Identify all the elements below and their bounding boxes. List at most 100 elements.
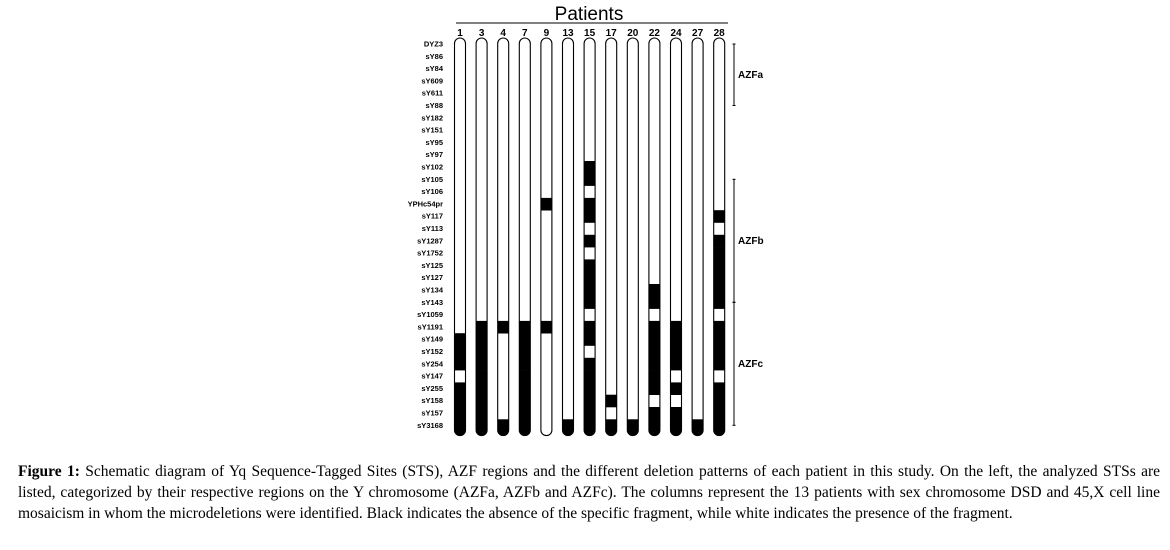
patient-label: 20	[627, 28, 639, 39]
patient-column: 20	[626, 28, 639, 437]
column-body	[627, 38, 639, 436]
column-outline	[497, 37, 510, 437]
marker-label: sY95	[425, 138, 443, 147]
deleted-segment	[454, 382, 466, 395]
deleted-segment	[648, 333, 660, 346]
marker-label: sY127	[421, 273, 443, 282]
deleted-segment	[476, 320, 488, 334]
marker-label: sY609	[421, 76, 443, 85]
patient-column: 15	[583, 28, 596, 437]
deleted-segment	[713, 234, 725, 248]
column-outline	[626, 37, 639, 437]
deleted-segment	[584, 161, 596, 174]
deleted-segment	[584, 320, 596, 334]
deleted-segment	[670, 357, 682, 371]
deleted-segment	[713, 357, 725, 371]
region-label: AZFc	[738, 359, 763, 370]
marker-label: sY97	[425, 150, 443, 159]
deleted-segment	[713, 296, 725, 309]
deleted-segment	[584, 382, 596, 395]
marker-label: sY1752	[417, 249, 443, 258]
marker-label: sY182	[421, 113, 443, 122]
column-outline	[475, 37, 488, 437]
deleted-segment	[476, 419, 488, 436]
deleted-segment	[670, 407, 682, 420]
deleted-segment	[454, 333, 466, 346]
marker-label: DYZ3	[424, 40, 443, 49]
deleted-segment	[584, 296, 596, 309]
deleted-segment	[670, 382, 682, 395]
marker-label: sY105	[421, 175, 443, 184]
patient-column: 27	[691, 28, 704, 437]
deleted-segment	[670, 333, 682, 346]
deleted-segment	[476, 407, 488, 420]
patient-column: 4	[497, 28, 510, 437]
marker-label: sY147	[421, 372, 443, 381]
deleted-segment	[497, 419, 509, 436]
marker-label: sY255	[421, 384, 443, 393]
marker-label: sY88	[425, 101, 443, 110]
patient-label: 13	[562, 28, 574, 39]
deleted-segment	[497, 320, 509, 334]
deleted-segment	[454, 357, 466, 371]
deleted-segment	[540, 320, 552, 334]
deleted-segment	[713, 345, 725, 359]
region-bracket: AZFc	[732, 301, 763, 426]
deleted-segment	[584, 394, 596, 408]
marker-label: sY3168	[417, 421, 443, 430]
figure-caption: Figure 1: Schematic diagram of Yq Sequen…	[18, 461, 1160, 524]
deleted-segment	[584, 357, 596, 371]
marker-label: sY143	[421, 298, 443, 307]
deleted-segment	[713, 419, 725, 436]
patient-label: 17	[606, 28, 618, 39]
deleted-segment	[519, 394, 531, 408]
deleted-segment	[584, 271, 596, 285]
patient-columns: 1 3 4 7 9 13 15 17 20 22 24 27 28	[453, 28, 726, 437]
deleted-segment	[648, 419, 660, 436]
deleted-segment	[519, 345, 531, 359]
patient-label: 1	[457, 28, 463, 39]
patient-column: 7	[518, 28, 531, 437]
deleted-segment	[519, 370, 531, 383]
column-outline	[583, 37, 596, 437]
patient-label: 4	[500, 28, 506, 39]
deleted-segment	[584, 234, 596, 248]
marker-label: sY117	[422, 212, 443, 221]
marker-label: sY1191	[418, 322, 443, 331]
marker-label: sY157	[421, 409, 443, 418]
deleted-segment	[648, 284, 660, 297]
marker-labels: DYZ3 sY86 sY84 sY609 sY611 sY88 sY182 sY151 sY95…	[408, 40, 444, 430]
deleted-segment	[454, 345, 466, 359]
patient-column: 9	[540, 28, 553, 437]
column-outline	[453, 37, 467, 437]
patient-label: 27	[692, 28, 704, 39]
deleted-segment	[713, 320, 725, 334]
patient-column: 3	[475, 28, 488, 437]
deleted-segment	[670, 320, 682, 334]
diagram-title: Patients	[555, 4, 624, 25]
column-outline	[561, 37, 575, 437]
column-body	[670, 38, 682, 436]
marker-label: sY113	[422, 224, 443, 233]
deleted-segment	[476, 394, 488, 408]
deleted-segment	[713, 210, 725, 223]
deleted-segment	[476, 333, 488, 346]
deleted-segment	[648, 357, 660, 371]
marker-label: sY152	[421, 347, 443, 356]
column-outline	[648, 37, 661, 437]
deleted-segment	[476, 370, 488, 383]
deleted-segment	[519, 320, 531, 334]
marker-label: sY254	[421, 359, 444, 368]
deleted-segment	[713, 259, 725, 272]
column-body	[605, 38, 617, 436]
deleted-segment	[584, 407, 596, 420]
marker-label: sY158	[421, 396, 443, 405]
deleted-segment	[519, 333, 531, 346]
deleted-segment	[692, 419, 704, 436]
marker-label: sY134	[421, 286, 444, 295]
deleted-segment	[648, 382, 660, 395]
patient-column: 13	[561, 28, 575, 437]
column-outline	[605, 37, 618, 437]
deleted-segment	[713, 284, 725, 297]
deleted-segment	[584, 333, 596, 346]
